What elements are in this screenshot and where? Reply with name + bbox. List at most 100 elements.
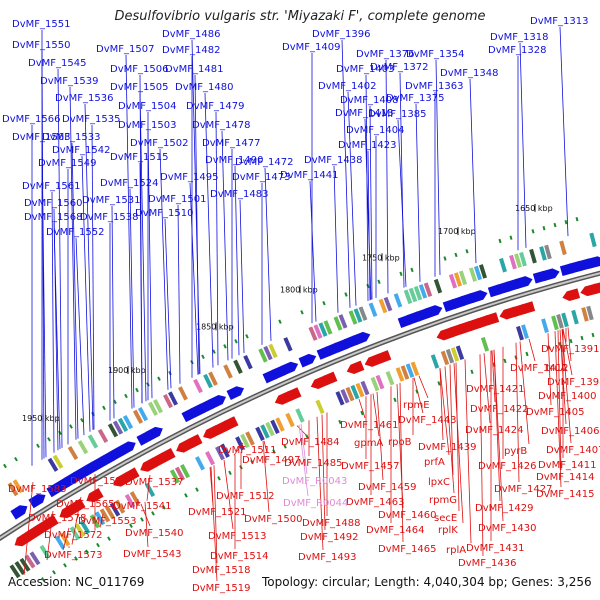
gene-label-forward: DvMF_1348 [440,68,498,79]
cog-block-reverse [169,469,181,484]
reverse-gene [158,448,176,462]
forward-gene [298,353,317,368]
leader-line-forward [71,142,79,439]
gene-label-forward: DvMF_1372 [370,62,428,73]
gene-label-reverse: DvMF_1430 [478,523,536,534]
gene-label-forward: DvMF_1408 [340,95,398,106]
cog-block-forward [333,316,343,331]
cog-block-reverse [385,370,395,386]
outer-feature-mark [531,229,535,234]
leader-line-reverse [418,375,429,399]
cog-block-reverse [260,424,270,439]
forward-gene [10,505,28,520]
cog-block-reverse [9,564,21,579]
gene-label-forward: DvMF_1486 [162,29,220,40]
leader-line-reverse [23,481,34,576]
gene-label-reverse: DvMF_1459 [358,482,416,493]
leader-line-forward [435,59,441,276]
cog-block-forward [473,265,483,281]
gene-label-reverse: DvMF_1429 [475,503,533,514]
gene-label-reverse: rpmG [429,495,457,506]
gene-label-reverse: lpxC [428,477,450,488]
gene-label-reverse: DvMF_1513 [208,531,266,542]
cog-block-forward [408,287,418,303]
reverse-gene [41,514,59,530]
reverse-gene [346,360,365,375]
reverse-gene [319,371,338,386]
inner-feature-mark [525,351,529,357]
cog-block-forward [458,270,468,286]
gene-label-forward: DvMF_1505 [110,82,168,93]
cog-block-forward [308,326,318,341]
cog-block-forward [378,298,388,314]
reverse-gene [185,434,203,448]
gene-label-forward: DvMF_1506 [110,64,168,75]
forward-gene [28,493,46,509]
reverse-gene [221,416,239,431]
gene-label-reverse: DvMF_1488 [302,518,360,529]
gene-label-forward: DvMF_1536 [55,93,113,104]
genome-title: Desulfovibrio vulgaris str. 'Miyazaki F'… [114,9,486,24]
cog-block-reverse [350,384,360,400]
gene-label-forward: DvMF_1561 [22,181,80,192]
cog-block-forward [132,409,144,424]
leader-line-forward [75,237,85,436]
outer-feature-mark [135,387,139,393]
gene-label-reverse: DvMF_1436 [458,558,516,569]
inner-feature-mark [283,444,287,449]
gene-label-reverse: DvMF_1572 [44,530,102,541]
leader-line-forward [139,162,143,404]
inner-feature-mark [393,397,397,403]
cog-block-reverse [541,318,549,333]
cog-block-reverse [571,309,579,325]
leader-line-forward [57,68,63,448]
cog-block-reverse [69,526,81,541]
cog-block-forward [193,378,203,394]
gene-label-forward: DvMF_1563 [12,132,70,143]
gene-label-reverse: DvMF_1559 [70,476,128,487]
leader-line-reverse [372,393,380,437]
gene-label-forward: DvMF_1533 [42,132,100,143]
leader-line-reverse [439,368,444,441]
cog-block-reverse [430,354,440,369]
reverse-gene [122,467,140,482]
cog-block-forward [403,289,413,305]
outer-feature-mark [69,424,73,429]
leader-line-reverse [71,496,82,545]
outer-feature-mark [157,376,161,381]
leader-line-forward [81,155,91,432]
gene-label-reverse: DvMF_1391 [541,344,599,355]
scale-tick-label: 1800 kbp [280,285,318,294]
cog-block-reverse [275,417,285,432]
outer-feature-mark [300,310,304,315]
cog-block-reverse [581,307,589,322]
leader-line-forward [239,199,245,354]
leader-line-forward [309,180,317,322]
outer-feature-mark [278,319,282,324]
cog-block-reverse [586,305,594,321]
inner-feature-mark [41,577,45,582]
cog-block-reverse [59,532,71,547]
gene-label-forward: DvMF_1515 [110,152,168,163]
leader-line-forward [41,142,47,458]
cog-block-forward [418,284,428,299]
leader-line-forward [53,222,61,450]
gene-label-reverse: DvMF_1511 [218,445,276,456]
leader-line-forward [189,182,199,375]
outer-feature-mark [212,349,216,354]
reverse-gene [283,387,302,401]
leader-line-forward [559,26,569,237]
cog-block-forward [368,302,378,317]
inner-feature-mark [503,358,507,364]
gene-label-reverse: DvMF_1414 [536,472,594,483]
genome-backbone [0,270,600,542]
gene-label-reverse: DvMF_1431 [466,543,524,554]
gene-label-forward: DvMF_1507 [96,44,154,55]
gene-label-reverse: DvMF_1540 [125,528,183,539]
forward-gene-labels: DvMF_1551 DvMF_1550 DvMF_1545 DvMF_1539 DvMF… [2,16,588,238]
forward-gene [226,386,245,401]
gene-label-forward: DvMF_1542 [52,145,110,156]
gene-label-reverse: rpoB [388,437,412,448]
cog-block-forward [7,482,19,497]
forward-gene [541,268,560,282]
